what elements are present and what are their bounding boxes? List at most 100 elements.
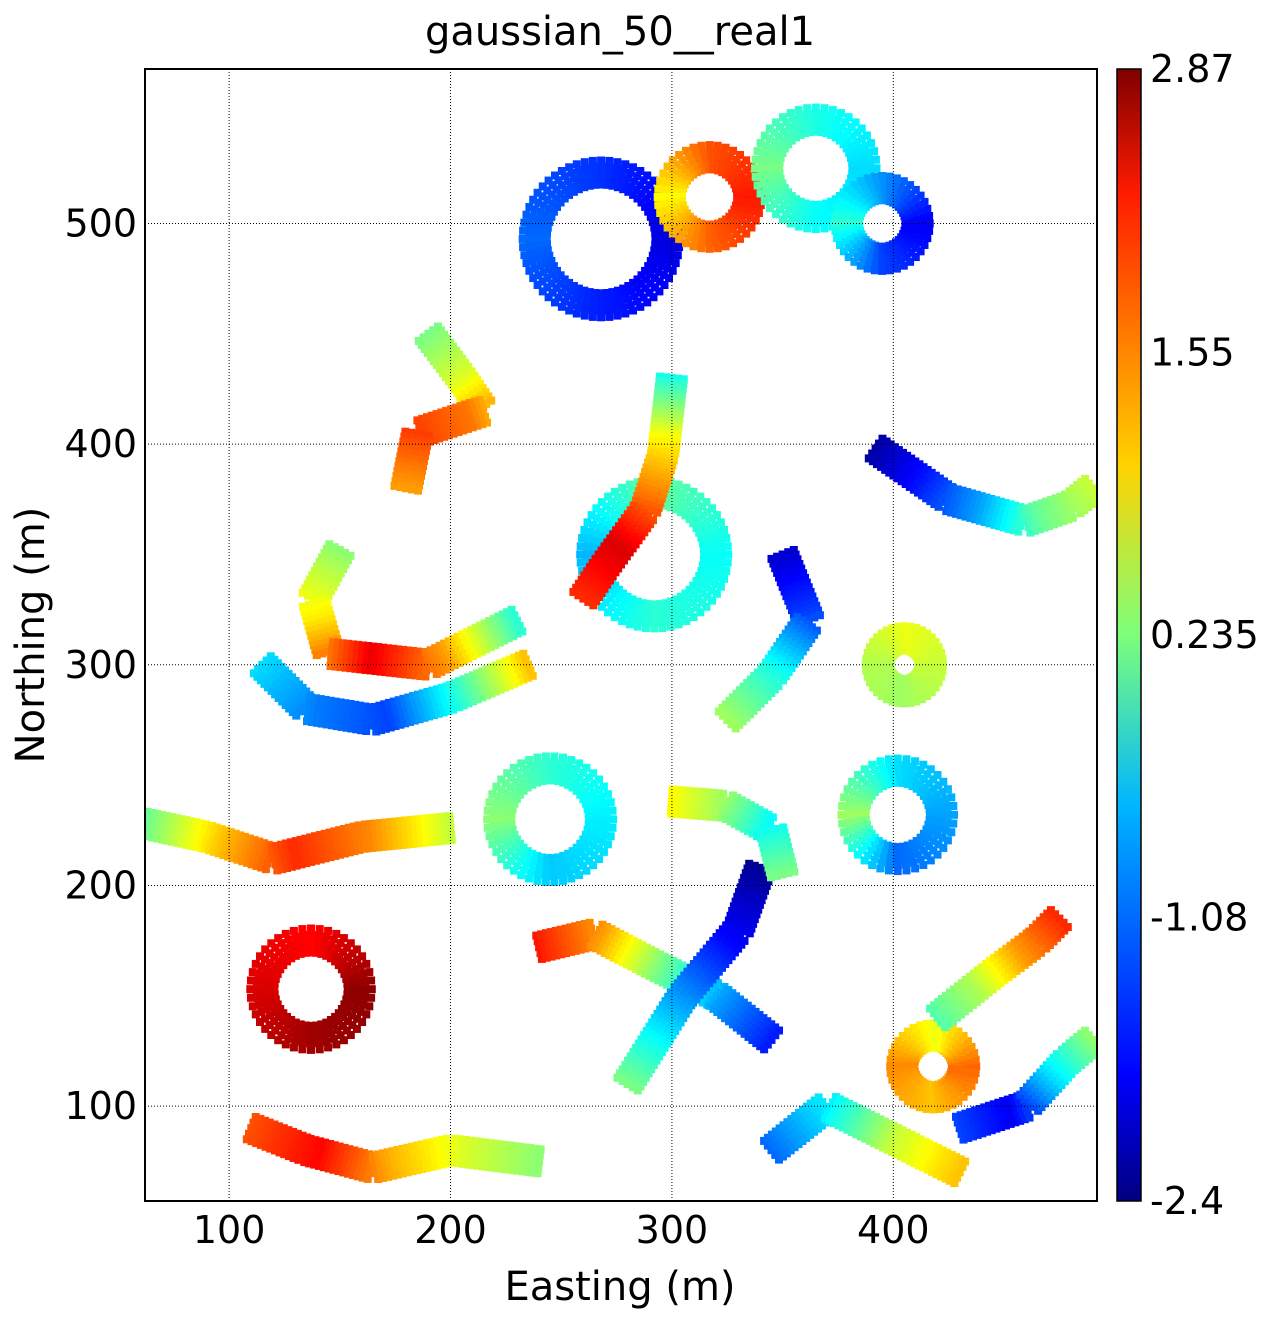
heatmap-cell	[668, 266, 677, 275]
heatmap-cell	[875, 447, 884, 456]
heatmap-cell	[788, 652, 797, 661]
heatmap-cell	[686, 492, 695, 501]
heatmap-cell	[402, 1162, 411, 1171]
heatmap-cell	[648, 441, 657, 450]
heatmap-cell	[1025, 510, 1034, 518]
heatmap-cell	[637, 498, 646, 507]
heatmap-cell	[626, 1075, 635, 1084]
heatmap-cell	[270, 985, 279, 994]
heatmap-cell	[304, 591, 312, 600]
heatmap-cell	[791, 599, 800, 608]
heatmap-cell	[886, 854, 895, 863]
heatmap-cell	[1066, 508, 1075, 517]
heatmap-cell	[705, 165, 714, 174]
heatmap-cell	[796, 130, 805, 139]
heatmap-cell	[621, 533, 630, 542]
heatmap-cell	[261, 955, 269, 964]
heatmap-cell	[271, 860, 280, 869]
heatmap-cell	[580, 852, 589, 861]
heatmap-cell	[525, 775, 534, 784]
heatmap-cell	[349, 985, 358, 994]
heatmap-cell	[732, 184, 740, 193]
heatmap-cell	[525, 756, 534, 764]
heatmap-cell	[850, 817, 858, 826]
heatmap-cell	[353, 955, 362, 964]
heatmap-cell	[937, 672, 946, 681]
heatmap-cell	[850, 803, 858, 812]
heatmap-cell	[485, 798, 494, 807]
heatmap-cell	[332, 929, 341, 938]
heatmap-cell	[662, 960, 671, 969]
heatmap-cell	[1032, 501, 1041, 509]
heatmap-cell	[793, 555, 802, 564]
heatmap-cell	[600, 928, 609, 937]
heatmap-cell	[418, 654, 427, 663]
heatmap-cell	[742, 166, 751, 174]
heatmap-cell	[886, 1062, 895, 1071]
heatmap-cell	[856, 261, 865, 270]
heatmap-cell	[737, 216, 746, 225]
heatmap-cell	[491, 799, 500, 808]
heatmap-cells	[145, 103, 1097, 1188]
heatmap-cell	[612, 164, 621, 173]
heatmap-cell	[667, 378, 676, 387]
heatmap-cell	[671, 193, 680, 201]
heatmap-cell	[520, 1155, 529, 1164]
heatmap-cell	[230, 848, 239, 857]
heatmap-cell	[609, 815, 618, 824]
heatmap-cell	[689, 581, 698, 590]
heatmap-cell	[580, 571, 589, 580]
heatmap-cell	[309, 706, 318, 715]
heatmap-cell	[825, 1116, 834, 1125]
heatmap-cell	[559, 851, 568, 860]
heatmap-cell	[658, 407, 666, 416]
heatmap-cell	[315, 557, 324, 566]
heatmap-cell	[700, 159, 709, 168]
heatmap-cell	[672, 198, 681, 207]
heatmap-cell	[907, 1092, 916, 1101]
heatmap-cell	[769, 158, 778, 167]
heatmap-feature-11	[569, 372, 688, 610]
heatmap-cell	[672, 389, 681, 398]
heatmap-cell	[311, 578, 320, 587]
heatmap-cell	[145, 807, 152, 816]
heatmap-cell	[316, 695, 325, 704]
heatmap-cell	[925, 842, 934, 851]
heatmap-cell	[922, 1104, 931, 1113]
heatmap-cell	[563, 863, 572, 872]
heatmap-cell	[499, 835, 508, 844]
heatmap-cell	[303, 1146, 312, 1155]
heatmap-cell	[749, 882, 758, 891]
heatmap-cell	[589, 162, 598, 171]
heatmap-cell	[601, 830, 609, 839]
heatmap-cell	[779, 676, 787, 685]
heatmap-cell	[425, 1151, 434, 1159]
heatmap-cell	[634, 939, 642, 947]
heatmap-cell	[819, 110, 828, 119]
heatmap-cell	[911, 243, 920, 252]
heatmap-cell	[232, 842, 241, 851]
heatmap-cell	[369, 642, 378, 651]
heatmap-cell	[320, 848, 329, 857]
heatmap-cell	[613, 311, 622, 320]
heatmap-cell	[893, 855, 902, 864]
heatmap-cell	[620, 597, 629, 606]
heatmap-cell	[859, 182, 868, 191]
heatmap-cell	[529, 274, 538, 283]
heatmap-cell	[551, 171, 559, 180]
heatmap-cell	[266, 1011, 275, 1020]
heatmap-cell	[832, 120, 841, 128]
heatmap-cell	[613, 183, 622, 192]
heatmap-cell	[348, 1021, 357, 1029]
heatmap-cell	[743, 864, 752, 873]
heatmap-cell	[794, 203, 803, 212]
heatmap-cell	[1022, 517, 1031, 526]
heatmap-cell	[945, 495, 954, 504]
heatmap-cell	[503, 676, 512, 685]
heatmap-cell	[992, 515, 1000, 523]
heatmap-cell	[450, 679, 459, 688]
heatmap-cell	[430, 711, 438, 720]
heatmap-cell	[662, 373, 670, 382]
heatmap-cell	[756, 139, 765, 148]
heatmap-cell	[606, 506, 615, 515]
